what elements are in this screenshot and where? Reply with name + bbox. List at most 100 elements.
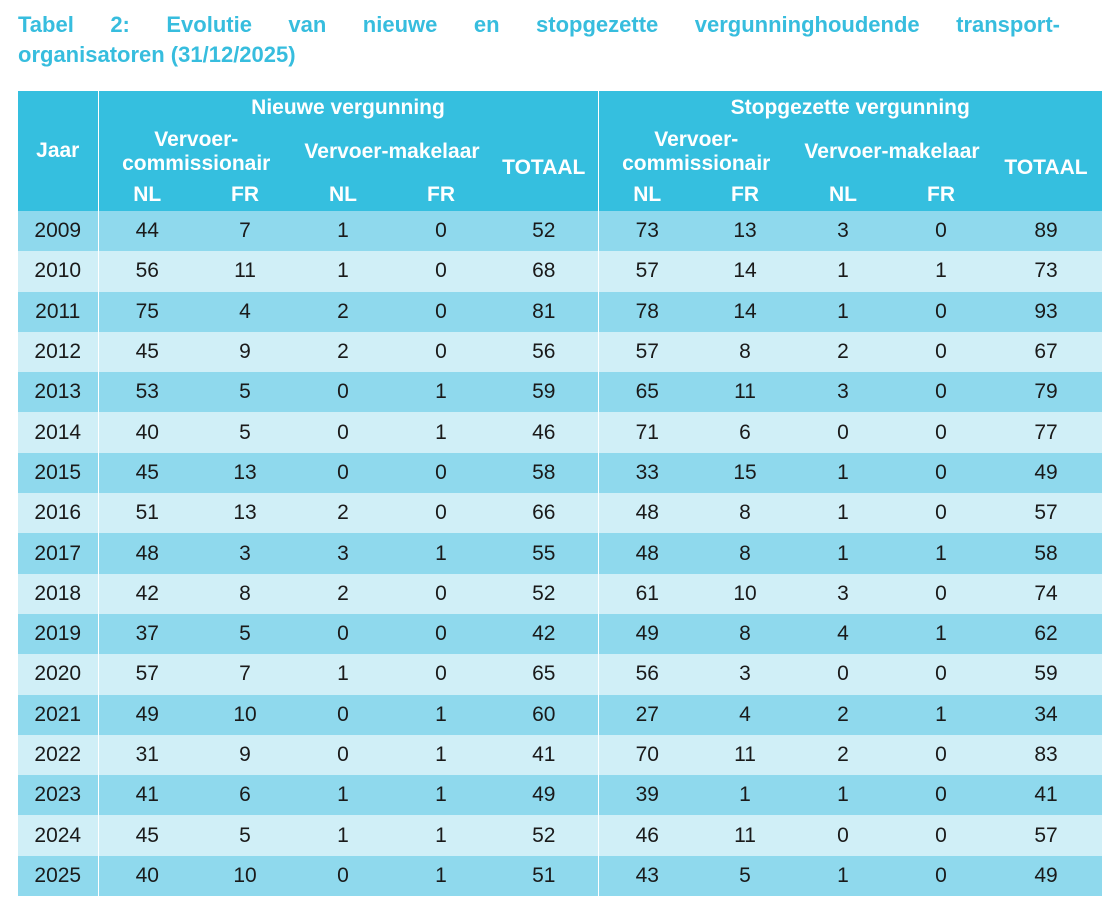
cell-stopped-makelaar-fr: 0: [892, 331, 990, 373]
cell-new-commissionair-fr: 6: [196, 775, 294, 816]
cell-year: 2017: [18, 533, 99, 574]
cell-new-commissionair-nl: 40: [98, 412, 196, 453]
cell-year: 2016: [18, 493, 99, 534]
cell-new-makelaar-fr: 0: [392, 452, 490, 494]
table-row: 2014 40 5 0 1 46 71 6 0 0 77: [18, 412, 1102, 453]
cell-stopped-makelaar-nl: 1: [794, 855, 892, 897]
cell-stopped-makelaar-fr: 1: [892, 533, 990, 574]
table-row: 2017 48 3 3 1 55 48 8 1 1 58: [18, 533, 1102, 574]
cell-new-commissionair-fr: 4: [196, 291, 294, 332]
header-new-makelaar-nl: NL: [294, 179, 392, 211]
cell-stopped-makelaar-nl: 0: [794, 654, 892, 695]
cell-new-total: 41: [490, 734, 599, 776]
cell-stopped-makelaar-fr: 0: [892, 493, 990, 534]
cell-stopped-total: 77: [990, 412, 1102, 453]
cell-stopped-makelaar-nl: 1: [794, 251, 892, 292]
cell-stopped-total: 73: [990, 251, 1102, 292]
table-row: 2019 37 5 0 0 42 49 8 4 1 62: [18, 613, 1102, 655]
cell-new-total: 52: [490, 815, 599, 856]
cell-stopped-commissionair-nl: 57: [598, 331, 696, 373]
cell-stopped-commissionair-nl: 73: [598, 211, 696, 252]
cell-new-commissionair-nl: 45: [98, 452, 196, 494]
cell-new-makelaar-fr: 0: [392, 654, 490, 695]
cell-stopped-makelaar-fr: 0: [892, 855, 990, 897]
table-row: 2009 44 7 1 0 52 73 13 3 0 89: [18, 211, 1102, 252]
cell-new-makelaar-nl: 0: [294, 372, 392, 413]
table-body: 2009 44 7 1 0 52 73 13 3 0 89 2010 56 11 1 0 68 57 14 1 1 73 2…: [18, 211, 1102, 897]
cell-stopped-makelaar-fr: 1: [892, 251, 990, 292]
cell-year: 2022: [18, 734, 99, 776]
cell-stopped-total: 49: [990, 855, 1102, 897]
header-group-stopped: Stopgezette vergunning: [598, 91, 1102, 125]
header-new-makelaar: Vervoer-makelaar: [294, 125, 490, 179]
cell-year: 2013: [18, 372, 99, 413]
cell-new-total: 81: [490, 291, 599, 332]
table-row: 2018 42 8 2 0 52 61 10 3 0 74: [18, 573, 1102, 614]
cell-stopped-makelaar-nl: 4: [794, 613, 892, 655]
cell-stopped-makelaar-fr: 1: [892, 613, 990, 655]
cell-stopped-commissionair-fr: 8: [696, 331, 794, 373]
cell-stopped-makelaar-nl: 0: [794, 412, 892, 453]
cell-new-commissionair-nl: 49: [98, 694, 196, 735]
table-row: 2013 53 5 0 1 59 65 11 3 0 79: [18, 372, 1102, 413]
cell-stopped-commissionair-nl: 61: [598, 573, 696, 614]
table-row: 2024 45 5 1 1 52 46 11 0 0 57: [18, 815, 1102, 856]
cell-new-commissionair-nl: 41: [98, 775, 196, 816]
cell-new-commissionair-nl: 48: [98, 533, 196, 574]
cell-new-commissionair-nl: 44: [98, 211, 196, 252]
cell-new-commissionair-fr: 13: [196, 493, 294, 534]
cell-new-makelaar-fr: 0: [392, 613, 490, 655]
table-row: 2011 75 4 2 0 81 78 14 1 0 93: [18, 291, 1102, 332]
cell-new-makelaar-fr: 1: [392, 533, 490, 574]
cell-new-makelaar-nl: 0: [294, 734, 392, 776]
header-new-total: TOTAAL: [490, 125, 599, 211]
cell-stopped-total: 62: [990, 613, 1102, 655]
cell-new-commissionair-nl: 56: [98, 251, 196, 292]
cell-stopped-makelaar-nl: 2: [794, 734, 892, 776]
cell-stopped-commissionair-fr: 6: [696, 412, 794, 453]
license-evolution-table: Jaar Nieuwe vergunning Stopgezette vergu…: [18, 91, 1102, 897]
table-row: 2025 40 10 0 1 51 43 5 1 0 49: [18, 855, 1102, 897]
header-stopped-commissionair: Vervoer-commissionair: [598, 125, 794, 179]
cell-new-makelaar-fr: 0: [392, 493, 490, 534]
cell-stopped-makelaar-fr: 1: [892, 694, 990, 735]
table-row: 2020 57 7 1 0 65 56 3 0 0 59: [18, 654, 1102, 695]
cell-stopped-commissionair-fr: 14: [696, 291, 794, 332]
cell-year: 2025: [18, 855, 99, 897]
cell-stopped-makelaar-nl: 3: [794, 372, 892, 413]
cell-stopped-commissionair-fr: 14: [696, 251, 794, 292]
cell-year: 2018: [18, 573, 99, 614]
cell-new-total: 58: [490, 452, 599, 494]
cell-stopped-commissionair-nl: 65: [598, 372, 696, 413]
cell-new-commissionair-nl: 57: [98, 654, 196, 695]
cell-stopped-commissionair-fr: 13: [696, 211, 794, 252]
cell-new-total: 49: [490, 775, 599, 816]
cell-stopped-commissionair-nl: 48: [598, 533, 696, 574]
table-caption-line-1: Tabel 2: Evolutie van nieuwe en stopgeze…: [18, 12, 1060, 37]
cell-stopped-makelaar-nl: 1: [794, 452, 892, 494]
cell-new-makelaar-fr: 1: [392, 694, 490, 735]
cell-stopped-makelaar-fr: 0: [892, 654, 990, 695]
cell-stopped-makelaar-fr: 0: [892, 573, 990, 614]
cell-year: 2020: [18, 654, 99, 695]
cell-new-commissionair-nl: 42: [98, 573, 196, 614]
cell-new-total: 60: [490, 694, 599, 735]
cell-new-commissionair-nl: 37: [98, 613, 196, 655]
cell-new-makelaar-fr: 0: [392, 251, 490, 292]
cell-stopped-commissionair-fr: 15: [696, 452, 794, 494]
cell-stopped-total: 49: [990, 452, 1102, 494]
cell-stopped-commissionair-fr: 11: [696, 734, 794, 776]
cell-stopped-makelaar-nl: 0: [794, 815, 892, 856]
cell-new-makelaar-nl: 3: [294, 533, 392, 574]
cell-new-commissionair-fr: 5: [196, 412, 294, 453]
table-row: 2012 45 9 2 0 56 57 8 2 0 67: [18, 331, 1102, 373]
cell-new-commissionair-fr: 7: [196, 654, 294, 695]
table-row: 2022 31 9 0 1 41 70 11 2 0 83: [18, 734, 1102, 776]
cell-new-total: 59: [490, 372, 599, 413]
header-new-makelaar-fr: FR: [392, 179, 490, 211]
header-stopped-makelaar: Vervoer-makelaar: [794, 125, 990, 179]
cell-new-makelaar-nl: 2: [294, 291, 392, 332]
header-new-commissionair: Vervoer-commissionair: [98, 125, 294, 179]
cell-stopped-commissionair-nl: 39: [598, 775, 696, 816]
cell-stopped-commissionair-nl: 49: [598, 613, 696, 655]
